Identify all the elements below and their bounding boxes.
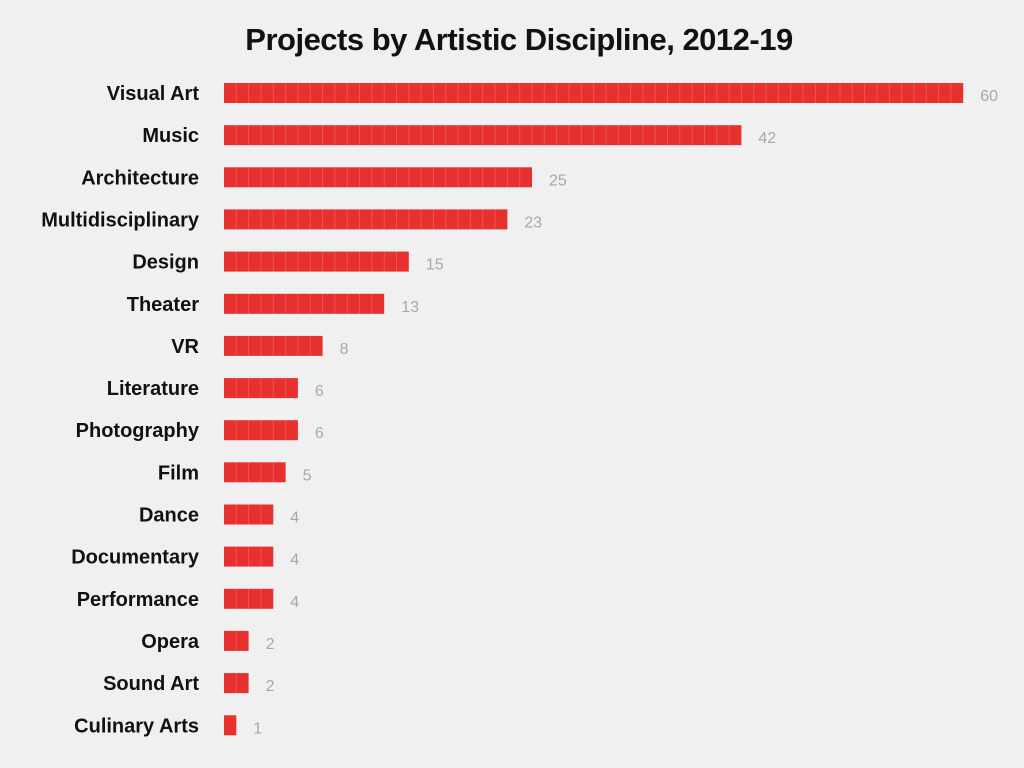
- category-label-vr: VR: [171, 336, 199, 358]
- bar-photography: [224, 420, 298, 441]
- category-label-music: Music: [142, 125, 199, 147]
- value-label-performance: 4: [290, 594, 299, 611]
- value-label-music: 42: [758, 130, 776, 147]
- category-label-literature: Literature: [107, 378, 199, 400]
- bar-dance: [224, 504, 274, 525]
- value-label-documentary: 4: [290, 552, 299, 569]
- bar-sound-art: [224, 673, 249, 694]
- chart-title: Projects by Artistic Discipline, 2012-19: [245, 22, 793, 57]
- category-label-design: Design: [132, 252, 199, 274]
- value-label-theater: 13: [401, 299, 419, 316]
- bar-vr: [224, 335, 323, 356]
- bar-multidisciplinary: [224, 209, 508, 230]
- category-labels: Visual Art Music Architecture Multidiscipli…: [41, 83, 200, 737]
- bar-culinary-arts: [224, 715, 237, 736]
- bar-architecture: [224, 167, 532, 188]
- bar-documentary: [224, 546, 274, 567]
- bars-layer: [224, 83, 964, 736]
- category-label-visual-art: Visual Art: [107, 83, 200, 105]
- category-label-opera: Opera: [141, 631, 200, 653]
- value-label-dance: 4: [290, 510, 299, 527]
- category-label-film: Film: [158, 462, 199, 484]
- bar-performance: [224, 588, 274, 609]
- value-label-architecture: 25: [549, 172, 567, 189]
- category-label-culinary-arts: Culinary Arts: [74, 715, 199, 737]
- value-label-visual-art: 60: [980, 88, 998, 105]
- value-label-multidisciplinary: 23: [524, 214, 542, 231]
- bar-design: [224, 251, 409, 272]
- category-label-sound-art: Sound Art: [103, 673, 199, 695]
- value-label-design: 15: [426, 257, 444, 274]
- bar-literature: [224, 378, 298, 399]
- bar-visual-art: [224, 83, 964, 103]
- bar-film: [224, 462, 286, 483]
- category-label-multidisciplinary: Multidisciplinary: [41, 209, 200, 231]
- value-label-photography: 6: [315, 425, 324, 442]
- bar-opera: [224, 630, 249, 651]
- category-label-theater: Theater: [127, 294, 199, 316]
- category-label-photography: Photography: [76, 420, 200, 442]
- category-label-architecture: Architecture: [81, 167, 199, 189]
- bar-music: [224, 125, 742, 146]
- category-label-dance: Dance: [139, 505, 199, 527]
- value-label-film: 5: [303, 467, 312, 484]
- value-label-culinary-arts: 1: [253, 720, 262, 737]
- value-label-sound-art: 2: [266, 678, 275, 695]
- value-label-vr: 8: [340, 341, 349, 358]
- bar-theater: [224, 293, 385, 314]
- category-label-performance: Performance: [77, 589, 199, 611]
- value-label-opera: 2: [266, 636, 275, 653]
- category-label-documentary: Documentary: [71, 547, 200, 569]
- value-label-literature: 6: [315, 383, 324, 400]
